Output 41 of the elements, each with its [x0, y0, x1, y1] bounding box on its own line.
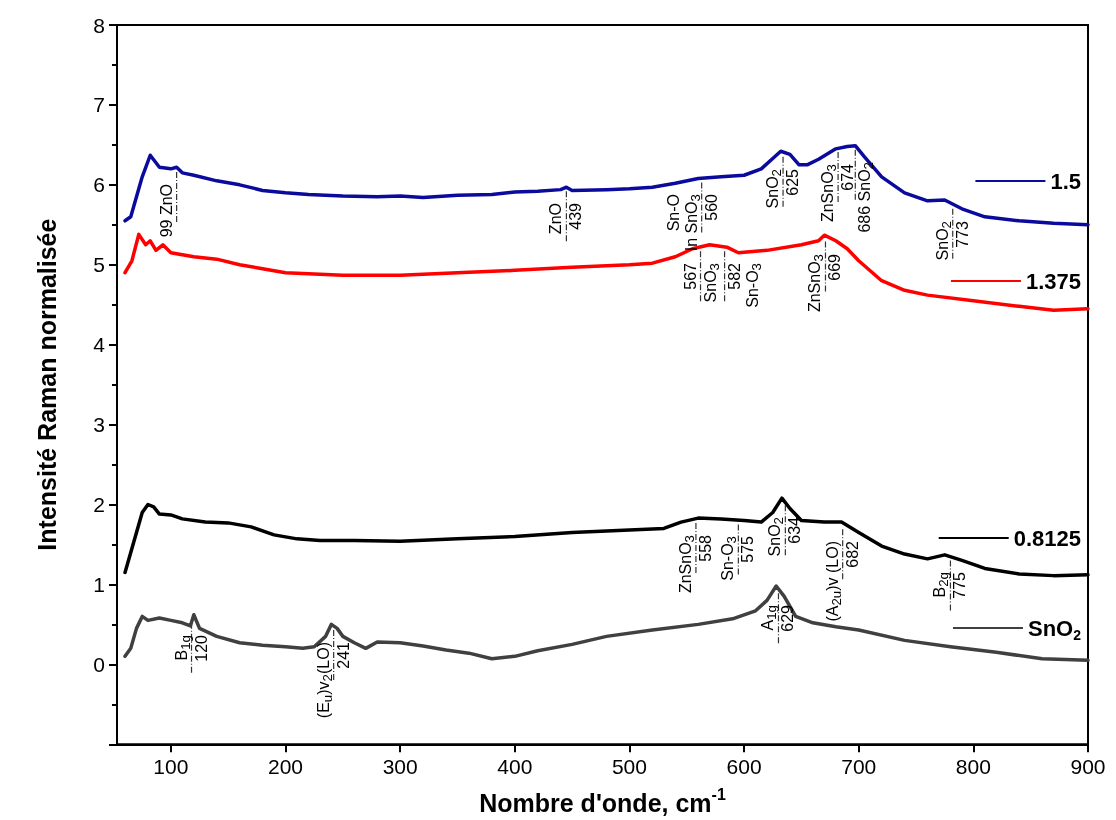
- annotation: 674: [839, 164, 858, 191]
- x-tick-label: 700: [841, 755, 877, 779]
- y-tick-label: 2: [93, 493, 105, 516]
- annotation: 558: [696, 534, 715, 562]
- x-tick-label: 400: [497, 755, 533, 779]
- x-tick-label: 900: [1070, 755, 1106, 779]
- y-tick-label: 6: [93, 173, 105, 197]
- annotation: 669: [826, 253, 845, 281]
- x-tick-label: 800: [955, 755, 991, 779]
- legend-label: 1.375: [1025, 268, 1082, 294]
- annotation: 625: [784, 168, 803, 196]
- annotation: Sn-O: [664, 194, 683, 232]
- annotation: 634: [786, 517, 805, 544]
- annotation: 120: [192, 634, 211, 662]
- annotation: 241: [334, 641, 353, 669]
- y-tick-label: 1: [93, 572, 105, 596]
- x-tick-label: 600: [726, 755, 762, 779]
- x-tick-label: 500: [611, 755, 647, 779]
- y-axis-title: Intensité Raman normalisée: [32, 218, 61, 551]
- legend-label: 0.8125: [1013, 525, 1082, 551]
- y-tick-label: 5: [93, 253, 105, 277]
- y-tick-label: 0: [93, 652, 105, 676]
- annotation: 775: [951, 572, 970, 600]
- y-tick-label: 8: [93, 13, 105, 37]
- annotation: 682: [843, 541, 862, 568]
- y-tick-label: 7: [93, 93, 105, 117]
- legend-label: 1.5: [1050, 168, 1082, 194]
- annotation: 773: [953, 220, 972, 248]
- annotation: 575: [739, 536, 758, 564]
- annotation: 629: [779, 605, 798, 632]
- annotation: 582: [725, 263, 744, 290]
- x-tick-label: 300: [382, 755, 418, 779]
- annotation: 567: [681, 263, 700, 290]
- annotation: 560: [702, 194, 721, 222]
- y-tick-label: 4: [93, 333, 106, 357]
- y-tick-label: 3: [93, 413, 105, 437]
- annotation: 439: [567, 203, 586, 230]
- x-tick-label: 200: [268, 755, 304, 779]
- annotation: 99 ZnO: [157, 184, 176, 238]
- annotation: ZnO: [547, 203, 566, 235]
- x-tick-label: 100: [153, 755, 189, 779]
